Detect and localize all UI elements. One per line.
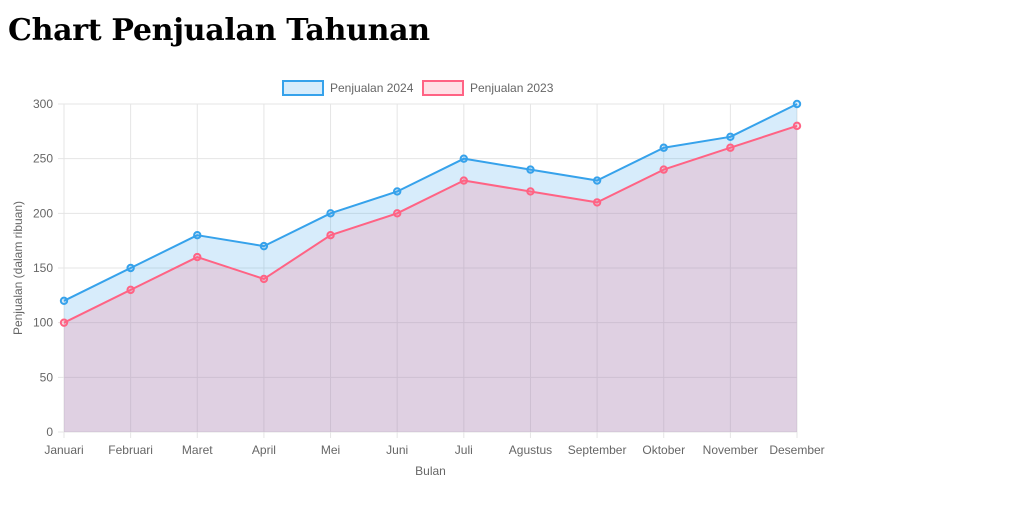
x-tick-label: Desember: [769, 443, 824, 457]
series-2-point: [193, 252, 202, 262]
grid: [58, 103, 798, 438]
series-1-point: [659, 143, 668, 152]
x-tick-label: Agustus: [509, 443, 552, 457]
series-lines: [63, 103, 798, 324]
series-1-point: [259, 241, 269, 251]
x-axis-title: Bulan: [415, 464, 446, 478]
series-1-point: [726, 132, 735, 142]
x-tick-label: Februari: [108, 443, 153, 457]
axes: 0 50 100 150 200 250 300 Januari Februari Maret Ap…: [11, 97, 825, 478]
series-1-point: [59, 296, 69, 305]
legend: Penjualan 2024 Penjualan 2023: [282, 80, 554, 96]
x-tick-label: September: [568, 443, 627, 457]
legend-label: Penjualan 2024: [330, 81, 414, 95]
series-2-point: [592, 198, 602, 207]
series-1-area: [64, 104, 797, 432]
series-2-point: [126, 285, 135, 295]
x-tick-label: Januari: [44, 443, 83, 457]
x-tick-label: Maret: [182, 443, 213, 457]
series-2-point: [526, 187, 535, 196]
page-title: Chart Penjualan Tahunan: [8, 13, 430, 48]
data-points: [59, 99, 802, 327]
series-1-point: [326, 209, 335, 218]
series-1-point: [126, 263, 135, 273]
series-1-point: [459, 154, 469, 163]
series-2-line: [63, 124, 798, 324]
y-tick-label: 250: [33, 152, 53, 166]
series-1-point: [592, 176, 602, 185]
area-fills: [64, 104, 797, 432]
y-tick-label: 150: [33, 261, 53, 275]
series-1-line: [63, 103, 798, 302]
series-2-point: [726, 143, 735, 152]
y-tick-label: 0: [46, 425, 53, 439]
series-2-area: [64, 125, 797, 432]
series-1-point: [392, 187, 402, 196]
y-tick-label: 200: [33, 206, 53, 220]
x-tick-label: November: [703, 443, 758, 457]
legend-swatch: [422, 80, 464, 96]
y-tick-label: 300: [33, 97, 53, 111]
series-2-point: [659, 165, 668, 174]
x-tick-label: Mei: [321, 443, 340, 457]
x-tick-label: April: [252, 443, 276, 457]
series-1-point: [193, 231, 202, 240]
series-2-point: [59, 318, 69, 327]
series-2-point: [259, 274, 269, 284]
y-tick-label: 50: [40, 370, 54, 384]
legend-label: Penjualan 2023: [470, 81, 554, 95]
y-axis-title: Penjualan (dalam ribuan): [11, 201, 25, 335]
series-2-point: [392, 209, 402, 218]
series-2-point: [792, 121, 802, 131]
x-tick-label: Juli: [455, 443, 473, 457]
x-tick-label: Oktober: [642, 443, 685, 457]
y-tick-label: 100: [33, 316, 53, 330]
x-tick-label: Juni: [386, 443, 408, 457]
series-2-point: [459, 176, 469, 185]
series-1-point: [526, 165, 535, 174]
legend-swatch: [282, 80, 324, 96]
series-2-point: [326, 231, 335, 240]
series-1-point: [792, 99, 802, 109]
